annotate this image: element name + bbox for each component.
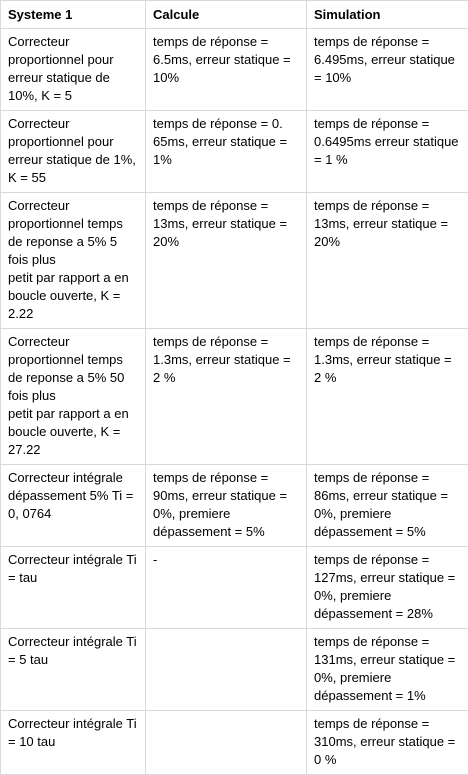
header-calcule: Calcule (146, 1, 307, 29)
cell-simulation: temps de réponse = 86ms, erreur statique… (307, 465, 468, 547)
cell-simulation: temps de réponse = 6.495ms, erreur stati… (307, 29, 468, 111)
cell-simulation: temps de réponse = 310ms, erreur statiqu… (307, 711, 468, 775)
cell-calcule: - (146, 547, 307, 629)
table-row: Correcteur intégrale Ti = tau - temps de… (1, 547, 468, 629)
table-row: Correcteur proportionnel pour erreur sta… (1, 111, 468, 193)
cell-systeme: Correcteur intégrale Ti = tau (1, 547, 146, 629)
table-row: Correcteur proportionnel pour erreur sta… (1, 29, 468, 111)
cell-calcule: temps de réponse = 13ms, erreur statique… (146, 193, 307, 329)
cell-systeme: Correcteur intégrale Ti = 10 tau (1, 711, 146, 775)
cell-simulation: temps de réponse = 1.3ms, erreur statiqu… (307, 329, 468, 465)
cell-systeme: Correcteur intégrale Ti = 5 tau (1, 629, 146, 711)
cell-calcule: temps de réponse = 0. 65ms, erreur stati… (146, 111, 307, 193)
cell-calcule: temps de réponse = 6.5ms, erreur statiqu… (146, 29, 307, 111)
cell-calcule: temps de réponse = 90ms, erreur statique… (146, 465, 307, 547)
cell-simulation: temps de réponse = 131ms, erreur statiqu… (307, 629, 468, 711)
cell-simulation: temps de réponse = 13ms, erreur statique… (307, 193, 468, 329)
cell-systeme: Correcteur proportionnel temps de repons… (1, 329, 146, 465)
header-row: Systeme 1 Calcule Simulation (1, 1, 468, 29)
cell-simulation: temps de réponse = 127ms, erreur statiqu… (307, 547, 468, 629)
table-row: Correcteur intégrale Ti = 5 tau temps de… (1, 629, 468, 711)
cell-systeme: Correcteur proportionnel pour erreur sta… (1, 111, 146, 193)
cell-systeme: Correcteur proportionnel temps de repons… (1, 193, 146, 329)
header-simulation: Simulation (307, 1, 468, 29)
cell-systeme: Correcteur proportionnel pour erreur sta… (1, 29, 146, 111)
table-row: Correcteur proportionnel temps de repons… (1, 193, 468, 329)
table-row: Correcteur intégrale Ti = 10 tau temps d… (1, 711, 468, 775)
cell-simulation: temps de réponse = 0.6495ms erreur stati… (307, 111, 468, 193)
cell-calcule (146, 711, 307, 775)
cell-calcule (146, 629, 307, 711)
table-row: Correcteur proportionnel temps de repons… (1, 329, 468, 465)
cell-calcule: temps de réponse = 1.3ms, erreur statiqu… (146, 329, 307, 465)
header-systeme: Systeme 1 (1, 1, 146, 29)
table-row: Correcteur intégrale dépassement 5% Ti =… (1, 465, 468, 547)
cell-systeme: Correcteur intégrale dépassement 5% Ti =… (1, 465, 146, 547)
